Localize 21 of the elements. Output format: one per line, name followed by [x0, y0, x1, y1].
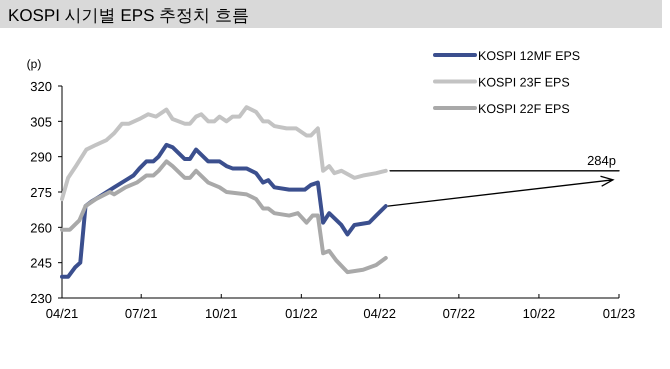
x-tick-label: 07/21 [124, 306, 158, 321]
x-tick-label: 07/22 [442, 306, 476, 321]
y-tick-label: 275 [30, 185, 52, 200]
y-tick-label: 230 [30, 291, 52, 306]
legend-label: KOSPI 22F EPS [478, 102, 570, 116]
legend-label: KOSPI 23F EPS [478, 76, 570, 90]
x-tick-label: 01/22 [285, 306, 318, 321]
chart-title: KOSPI 시기별 EPS 추정치 흐름 [8, 6, 249, 25]
x-tick-label: 04/21 [46, 306, 78, 321]
y-tick-label: 290 [30, 150, 52, 165]
x-tick-label: 10/22 [522, 306, 556, 321]
x-tick-label: 01/23 [602, 306, 636, 321]
legend-label: KOSPI 12MF EPS [478, 49, 580, 63]
annotation: 284p [587, 152, 616, 168]
y-tick-label: 305 [30, 114, 52, 130]
y-tick-label: 260 [30, 220, 52, 236]
y-tick-label: 320 [30, 79, 52, 94]
y-tick-label: 245 [30, 256, 52, 271]
y-axis-title: (p) [26, 57, 42, 71]
x-tick-label: 04/22 [363, 306, 396, 321]
x-tick-label: 10/21 [204, 306, 238, 321]
